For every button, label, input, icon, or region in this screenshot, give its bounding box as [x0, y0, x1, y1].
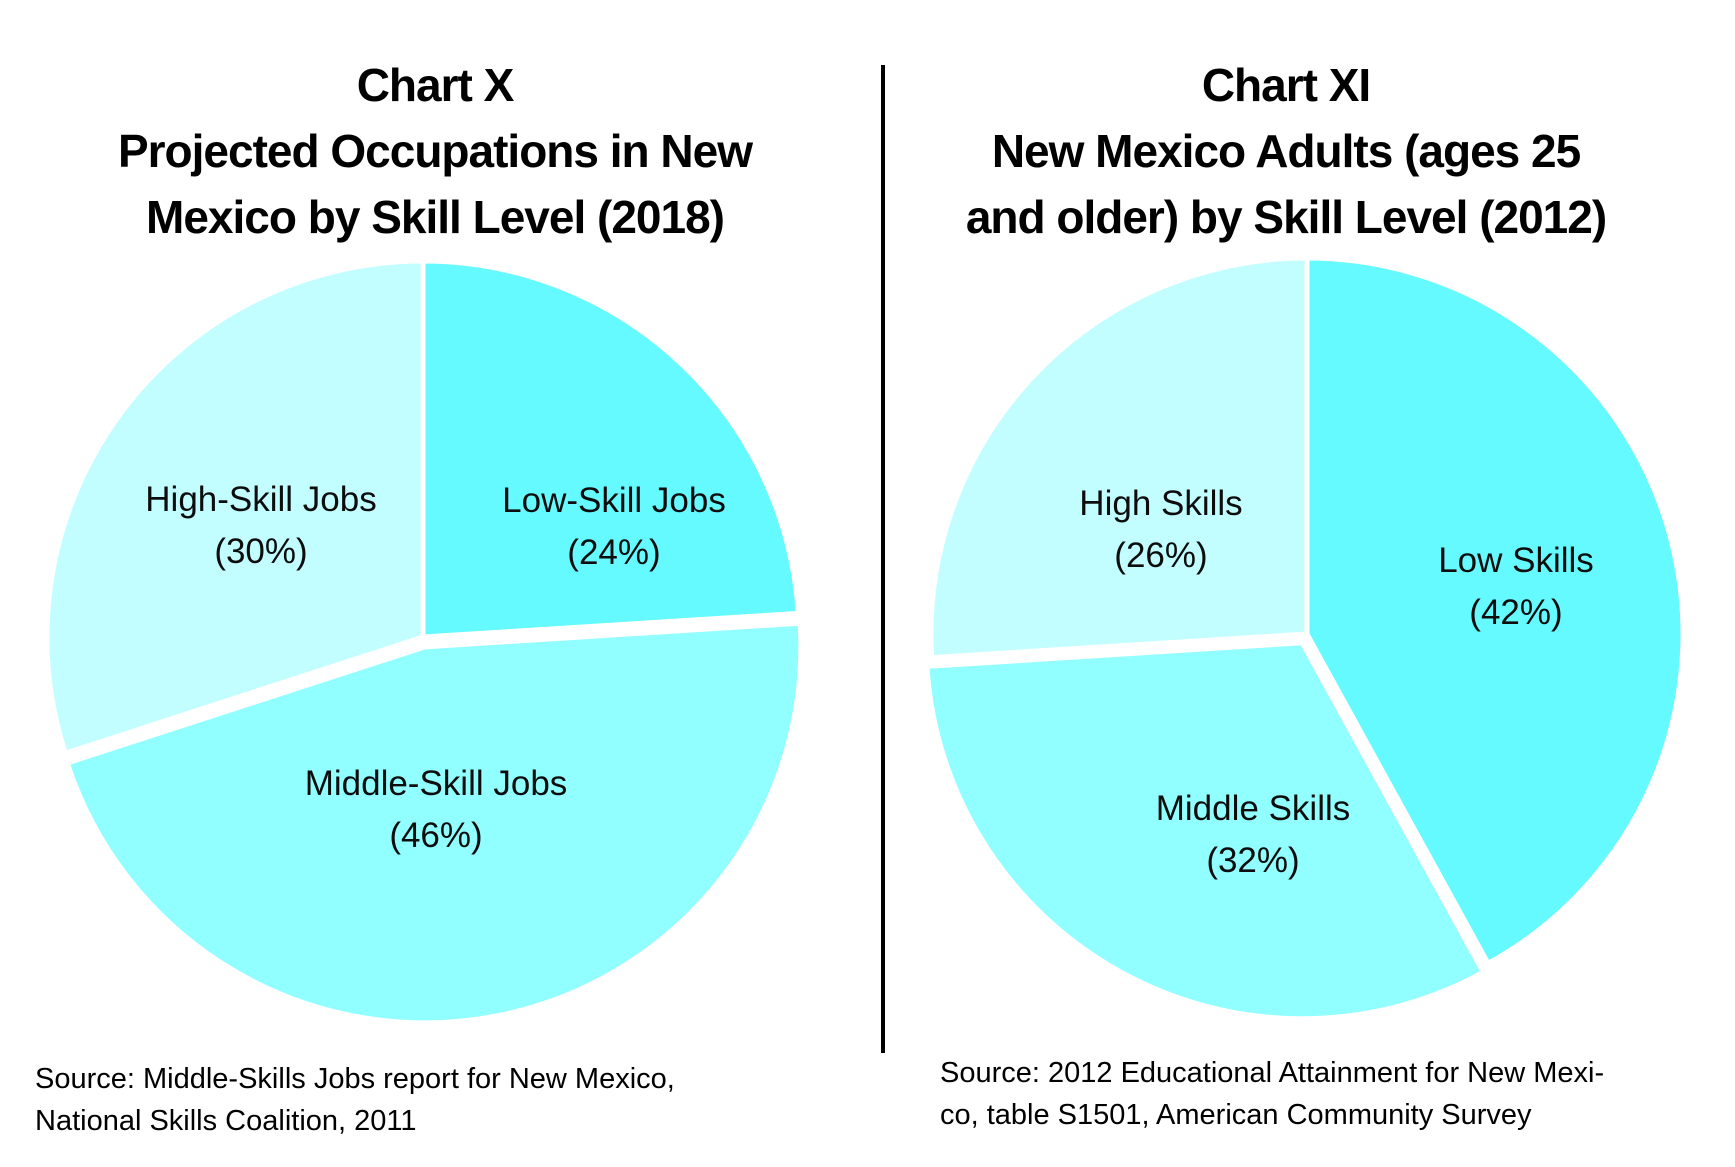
slice-label-pct: (42%) [1469, 593, 1563, 632]
slice-label-text: Low Skills [1438, 541, 1594, 580]
panel-divider [881, 65, 885, 1053]
chart-x-pie [44, 258, 804, 1026]
chart-xi-title-line2: New Mexico Adults (ages 25 [991, 125, 1581, 178]
chart-xi-label-middle-skills: Middle Skills (32%) [1156, 783, 1351, 887]
chart-xi-label-high-skills: High Skills (26%) [1079, 478, 1242, 582]
pie-slice [44, 258, 426, 757]
chart-x-source: Source: Middle-Skills Jobs report for Ne… [35, 1058, 835, 1142]
chart-x-label-middle-skill-jobs: Middle-Skill Jobs (46%) [305, 758, 568, 862]
pie-slice [64, 620, 804, 1026]
slice-label-text: Middle Skills [1155, 789, 1351, 828]
chart-xi-pie [924, 255, 1686, 1022]
chart-x-title-line1: Chart X [356, 59, 515, 112]
chart-xi-label-low-skills: Low Skills (42%) [1438, 535, 1594, 639]
slice-label-text: High-Skill Jobs [145, 480, 377, 519]
slice-label-pct: (26%) [1114, 536, 1208, 575]
slice-label-text: Low-Skill Jobs [502, 481, 726, 520]
chart-x-title-line3: Mexico by Skill Level (2018) [146, 191, 725, 244]
pie-slice [928, 255, 1310, 661]
chart-x-title-line2: Projected Occupations in New [117, 125, 753, 178]
chart-xi-source: Source: 2012 Educational Attainment for … [940, 1052, 1710, 1136]
pie-slice [924, 640, 1487, 1022]
slice-label-pct: (30%) [214, 532, 308, 571]
chart-x-label-low-skill-jobs: Low-Skill Jobs (24%) [502, 475, 726, 579]
chart-xi-title-line1: Chart XI [1201, 59, 1371, 112]
pie-slice [1304, 255, 1686, 967]
chart-x-title: Chart X Projected Occupations in New Mex… [0, 52, 870, 250]
slice-label-text: Middle-Skill Jobs [304, 764, 568, 803]
chart-x-source-line1: Source: Middle-Skills Jobs report for Ne… [35, 1063, 675, 1095]
chart-xi-title-line3: and older) by Skill Level (2012) [965, 191, 1607, 244]
slice-label-pct: (46%) [389, 816, 483, 855]
pie-slice [420, 258, 801, 640]
slice-label-text: High Skills [1079, 484, 1243, 523]
chart-x-label-high-skill-jobs: High-Skill Jobs (30%) [145, 474, 376, 578]
chart-x-source-line2: National Skills Coalition, 2011 [35, 1105, 417, 1137]
chart-xi-source-line1: Source: 2012 Educational Attainment for … [940, 1057, 1605, 1089]
chart-xi-title: Chart XI New Mexico Adults (ages 25 and … [880, 52, 1692, 250]
chart-xi-source-line2: co, table S1501, American Community Surv… [940, 1099, 1532, 1131]
slice-label-pct: (24%) [567, 533, 661, 572]
slice-label-pct: (32%) [1206, 841, 1300, 880]
